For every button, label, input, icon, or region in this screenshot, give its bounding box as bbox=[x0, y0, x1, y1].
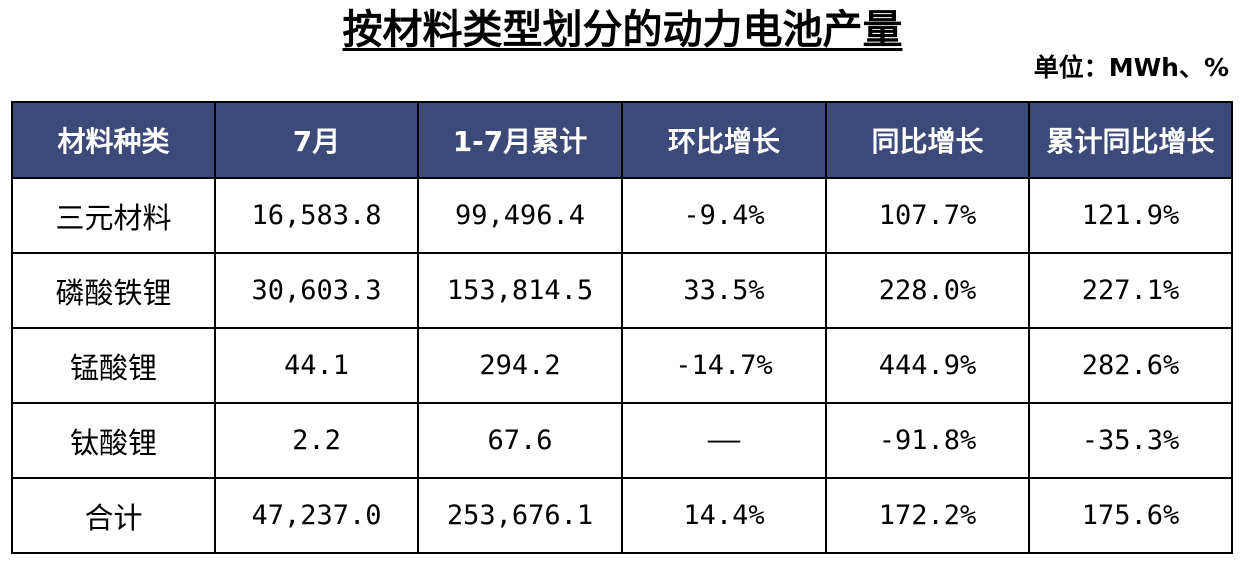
cell-mom-growth: 14.4% bbox=[621, 477, 827, 554]
row-label: 三元材料 bbox=[11, 177, 216, 254]
header-july: 7月 bbox=[214, 101, 419, 179]
cell-mom-growth: —— bbox=[621, 402, 827, 479]
row-label: 锰酸锂 bbox=[11, 327, 216, 404]
table-row: 磷酸铁锂 30,603.3 153,814.5 33.5% 228.0% 227… bbox=[11, 252, 1233, 329]
header-material-type: 材料种类 bbox=[11, 101, 216, 179]
cell-cumulative: 99,496.4 bbox=[417, 177, 623, 254]
page-title-text: 按材料类型划分的动力电池产量 bbox=[342, 7, 903, 53]
header-mom-growth: 环比增长 bbox=[621, 101, 827, 179]
cell-july: 16,583.8 bbox=[214, 177, 419, 254]
row-label: 磷酸铁锂 bbox=[11, 252, 216, 329]
header-yoy-growth: 同比增长 bbox=[825, 101, 1030, 179]
cell-yoy-growth: 228.0% bbox=[825, 252, 1030, 329]
cell-july: 2.2 bbox=[214, 402, 419, 479]
row-label: 合计 bbox=[11, 477, 216, 554]
cell-mom-growth: -9.4% bbox=[621, 177, 827, 254]
cell-mom-growth: -14.7% bbox=[621, 327, 827, 404]
cell-cumulative-yoy-growth: -35.3% bbox=[1028, 402, 1233, 479]
table-row-total: 合计 47,237.0 253,676.1 14.4% 172.2% 175.6… bbox=[11, 477, 1233, 554]
table-row: 锰酸锂 44.1 294.2 -14.7% 444.9% 282.6% bbox=[11, 327, 1233, 404]
cell-cumulative-yoy-growth: 175.6% bbox=[1028, 477, 1233, 554]
cell-cumulative: 67.6 bbox=[417, 402, 623, 479]
cell-july: 44.1 bbox=[214, 327, 419, 404]
header-jan-jul-cumulative: 1-7月累计 bbox=[417, 101, 623, 179]
row-label: 钛酸锂 bbox=[11, 402, 216, 479]
cell-mom-growth: 33.5% bbox=[621, 252, 827, 329]
cell-july: 47,237.0 bbox=[214, 477, 419, 554]
cell-yoy-growth: 172.2% bbox=[825, 477, 1030, 554]
cell-yoy-growth: 107.7% bbox=[825, 177, 1030, 254]
cell-july: 30,603.3 bbox=[214, 252, 419, 329]
cell-cumulative-yoy-growth: 121.9% bbox=[1028, 177, 1233, 254]
cell-yoy-growth: 444.9% bbox=[825, 327, 1030, 404]
table-row: 三元材料 16,583.8 99,496.4 -9.4% 107.7% 121.… bbox=[11, 177, 1233, 254]
cell-cumulative: 294.2 bbox=[417, 327, 623, 404]
battery-output-table: 材料种类 7月 1-7月累计 环比增长 同比增长 累计同比增长 三元材料 16,… bbox=[11, 101, 1233, 554]
cell-cumulative: 153,814.5 bbox=[417, 252, 623, 329]
cell-cumulative: 253,676.1 bbox=[417, 477, 623, 554]
table-header-row: 材料种类 7月 1-7月累计 环比增长 同比增长 累计同比增长 bbox=[11, 101, 1233, 179]
page-title: 按材料类型划分的动力电池产量 bbox=[0, 4, 1245, 56]
cell-cumulative-yoy-growth: 227.1% bbox=[1028, 252, 1233, 329]
table-row: 钛酸锂 2.2 67.6 —— -91.8% -35.3% bbox=[11, 402, 1233, 479]
unit-label: 单位：MWh、% bbox=[1033, 53, 1229, 82]
header-cumulative-yoy-growth: 累计同比增长 bbox=[1028, 101, 1233, 179]
cell-yoy-growth: -91.8% bbox=[825, 402, 1030, 479]
cell-cumulative-yoy-growth: 282.6% bbox=[1028, 327, 1233, 404]
